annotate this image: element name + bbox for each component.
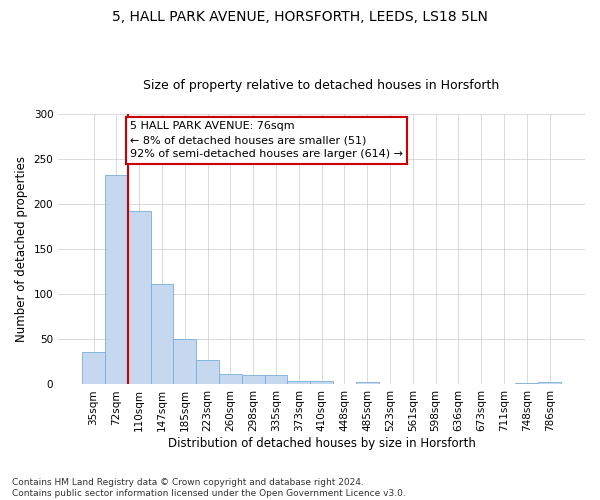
Bar	[265, 376, 287, 384]
Text: 5 HALL PARK AVENUE: 76sqm
← 8% of detached houses are smaller (51)
92% of semi-d: 5 HALL PARK AVENUE: 76sqm ← 8% of detach…	[130, 121, 403, 159]
Y-axis label: Number of detached properties: Number of detached properties	[15, 156, 28, 342]
Bar	[287, 381, 310, 384]
Bar	[151, 284, 173, 384]
Text: Contains HM Land Registry data © Crown copyright and database right 2024.
Contai: Contains HM Land Registry data © Crown c…	[12, 478, 406, 498]
Bar	[105, 176, 128, 384]
Title: Size of property relative to detached houses in Horsforth: Size of property relative to detached ho…	[143, 79, 500, 92]
Text: 5, HALL PARK AVENUE, HORSFORTH, LEEDS, LS18 5LN: 5, HALL PARK AVENUE, HORSFORTH, LEEDS, L…	[112, 10, 488, 24]
Bar	[538, 382, 561, 384]
Bar	[310, 381, 333, 384]
Bar	[515, 382, 538, 384]
Bar	[173, 340, 196, 384]
X-axis label: Distribution of detached houses by size in Horsforth: Distribution of detached houses by size …	[167, 437, 476, 450]
Bar	[219, 374, 242, 384]
Bar	[82, 352, 105, 384]
Bar	[128, 212, 151, 384]
Bar	[356, 382, 379, 384]
Bar	[196, 360, 219, 384]
Bar	[242, 374, 265, 384]
